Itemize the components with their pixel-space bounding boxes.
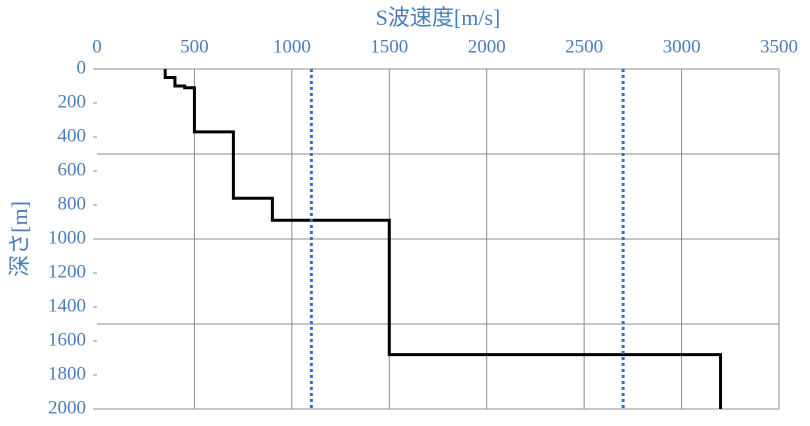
y-axis-title: 深さ[m] [7,201,32,277]
y-tick-label: 800 [58,193,87,214]
x-tick-label: 3500 [760,36,798,57]
y-tick-label: 400 [58,125,87,146]
y-tick-label: 1600 [48,329,86,350]
x-tick-label: 1000 [273,36,311,57]
y-tick-label: 1200 [48,261,86,282]
y-tick-label: 1800 [48,363,86,384]
y-tick-label: 1400 [48,295,86,316]
y-tick-label: 1000 [48,227,86,248]
x-axis-title: S波速度[m/s] [376,5,501,30]
x-tick-label: 1500 [370,36,408,57]
y-tick-label: 200 [58,91,87,112]
x-tick-label: 3000 [663,36,701,57]
series-line [163,69,723,409]
x-tick-label: 2500 [565,36,603,57]
x-tick-label: 0 [92,36,102,57]
y-tick-label: 600 [58,159,87,180]
y-tick-label: 2000 [48,397,86,418]
y-tick-label: 0 [77,57,87,78]
x-tick-label: 500 [180,36,209,57]
x-tick-label: 2000 [468,36,506,57]
